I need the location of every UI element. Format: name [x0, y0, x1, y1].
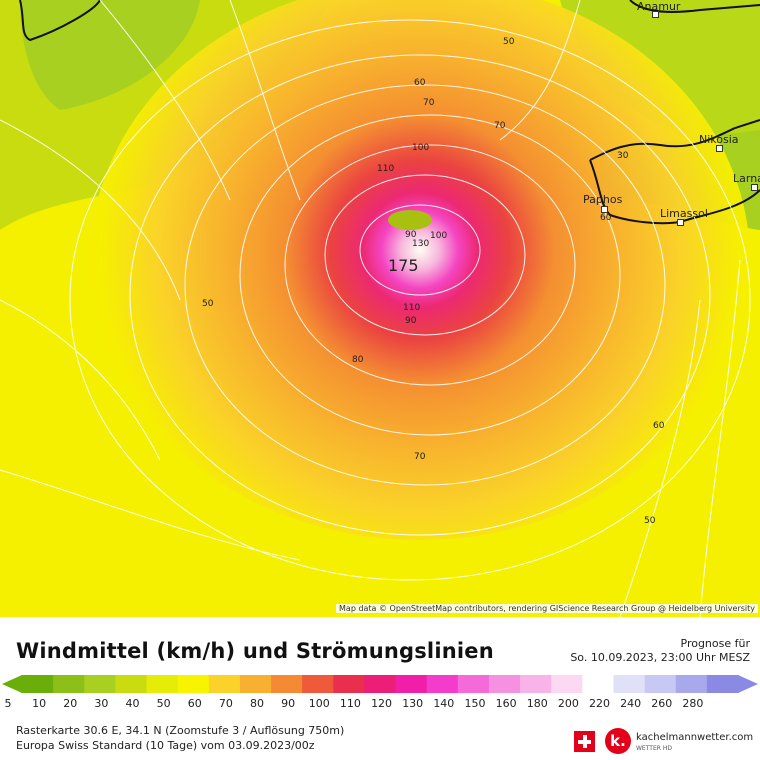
contour-label: 90 — [405, 230, 417, 240]
scale-swatch-150 — [488, 675, 521, 693]
contour-label: 90 — [405, 316, 417, 326]
city-label-larna: Larna — [733, 172, 760, 185]
scale-swatch-100 — [333, 675, 365, 693]
scale-swatch-90 — [302, 675, 334, 693]
scale-arrow-high — [738, 675, 758, 693]
scale-tick-label: 90 — [281, 697, 296, 710]
contour-label: 80 — [352, 355, 364, 365]
map-info-line-2: Europa Swiss Standard (10 Tage) vom 03.0… — [16, 739, 315, 752]
contour-label: 50 — [644, 516, 656, 526]
city-label-paphos: Paphos — [583, 193, 623, 206]
scale-tick-label: 110 — [339, 697, 361, 710]
brand-subtitle: WETTER HD — [636, 745, 672, 752]
scale-swatch-80 — [271, 675, 303, 693]
contour-label: 130 — [412, 239, 430, 249]
contour-label: 70 — [494, 121, 506, 131]
scale-swatch-40 — [146, 675, 179, 693]
city-label-anamur: Anamur — [637, 0, 681, 13]
contour-label: 110 — [403, 303, 421, 313]
scale-arrow-low — [2, 675, 22, 693]
scale-swatch-160 — [520, 675, 552, 693]
city-dot-anamur — [652, 11, 659, 18]
contour-label: 110 — [377, 164, 395, 174]
contour-label: 60 — [600, 213, 612, 223]
scale-tick-label: 130 — [402, 697, 424, 710]
color-scale-bar — [2, 675, 758, 693]
storm-gradient — [90, 0, 750, 540]
scale-tick-label: 100 — [308, 697, 330, 710]
city-label-limassol: Limassol — [660, 207, 708, 220]
scale-tick-label: 180 — [526, 697, 548, 710]
scale-tick-label: 140 — [433, 697, 455, 710]
contour-label: 60 — [414, 78, 426, 88]
scale-swatch-20 — [84, 675, 116, 693]
city-dot-limassol — [677, 219, 684, 226]
scale-swatch-5 — [22, 675, 54, 693]
scale-tick-label: 50 — [156, 697, 171, 710]
scale-swatch-110 — [364, 675, 397, 693]
contour-label: 70 — [423, 98, 435, 108]
contour-label: 60 — [653, 421, 665, 431]
contour-label: 30 — [617, 151, 629, 161]
scale-tick-label: 120 — [371, 697, 393, 710]
scale-tick-label: 70 — [218, 697, 233, 710]
city-dot-paphos — [601, 206, 608, 213]
scale-tick-label: 5 — [4, 697, 12, 710]
streamlines — [0, 0, 751, 617]
contour-label: 50 — [503, 37, 515, 47]
scale-swatch-200 — [582, 675, 614, 693]
swiss-flag-icon — [574, 731, 595, 752]
scale-swatch-70 — [239, 675, 272, 693]
scale-swatch-50 — [177, 675, 210, 693]
scale-swatch-140 — [457, 675, 490, 693]
scale-tick-label: 280 — [682, 697, 704, 710]
scale-swatch-30 — [115, 675, 148, 693]
scale-swatch-260 — [675, 675, 708, 693]
contour-label: 70 — [414, 452, 426, 462]
legend-title: Windmittel (km/h) und Strömungslinien — [16, 639, 494, 663]
scale-swatch-280 — [706, 675, 739, 693]
scale-swatch-60 — [208, 675, 241, 693]
contour-label: 50 — [202, 299, 214, 309]
city-label-nikosia: Nikosia — [699, 133, 739, 146]
low-wind-area-nw-core — [20, 0, 200, 110]
contour-label: 100 — [430, 231, 448, 241]
contour-label: 100 — [412, 143, 430, 153]
scale-tick-label: 60 — [187, 697, 202, 710]
peak-wind-label: 175 — [388, 256, 419, 275]
coastline-nw — [19, 0, 101, 42]
scale-swatch-130 — [426, 675, 459, 693]
scale-swatch-240 — [644, 675, 677, 693]
scale-tick-label: 240 — [620, 697, 642, 710]
map-attribution: Map data © OpenStreetMap contributors, r… — [336, 604, 758, 613]
city-dot-nikosia — [716, 145, 723, 152]
scale-tick-label: 220 — [588, 697, 610, 710]
scale-tick-label: 10 — [32, 697, 47, 710]
scale-swatch-120 — [395, 675, 428, 693]
map-info-line-1: Rasterkarte 30.6 E, 34.1 N (Zoomstufe 3 … — [16, 724, 345, 737]
city-dot-larna — [751, 184, 758, 191]
scale-tick-label: 40 — [125, 697, 140, 710]
scale-swatch-10 — [53, 675, 85, 693]
scale-swatch-180 — [551, 675, 583, 693]
wind-map[interactable]: Anamur Nikosia Larna Paphos Limassol 50 … — [0, 0, 760, 617]
scale-tick-label: 30 — [94, 697, 109, 710]
forecast-label: Prognose für — [680, 637, 751, 650]
brand-name-link[interactable]: kachelmannwetter.com — [636, 732, 754, 743]
scale-tick-label: 80 — [250, 697, 265, 710]
kachelmann-logo-icon[interactable]: k. — [605, 728, 631, 754]
forecast-time: So. 10.09.2023, 23:00 Uhr MESZ — [570, 651, 750, 664]
legend-footer: Windmittel (km/h) und Strömungslinien Pr… — [0, 617, 760, 760]
scale-swatch-220 — [613, 675, 646, 693]
eye-of-storm — [388, 210, 432, 230]
scale-tick-label: 200 — [557, 697, 579, 710]
scale-tick-label: 260 — [651, 697, 673, 710]
scale-tick-label: 160 — [495, 697, 517, 710]
wind-field — [0, 0, 760, 617]
scale-tick-label: 150 — [464, 697, 486, 710]
scale-tick-label: 20 — [63, 697, 78, 710]
